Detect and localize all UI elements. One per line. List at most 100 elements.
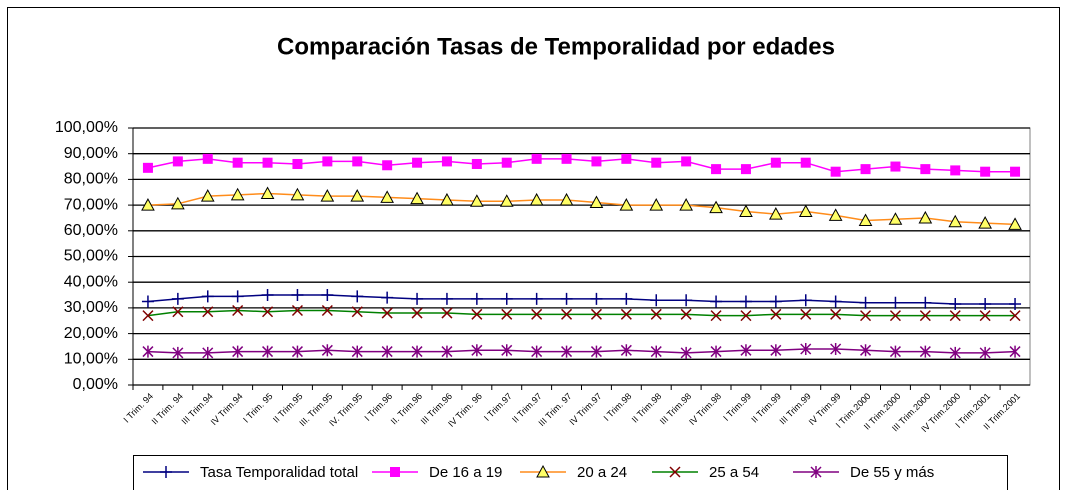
marker: [858, 213, 873, 227]
marker: [649, 198, 664, 211]
marker: [619, 198, 634, 211]
marker: [201, 290, 214, 303]
series-line: [147, 192, 1016, 226]
marker: [860, 164, 871, 175]
marker: [949, 310, 961, 322]
marker: [860, 344, 872, 357]
marker: [381, 307, 393, 319]
marker: [501, 157, 512, 168]
marker: [620, 292, 633, 305]
marker: [680, 294, 693, 307]
y-tick-label: 90,00%: [64, 145, 118, 162]
legend-marker: [669, 466, 681, 478]
marker: [231, 290, 244, 303]
marker: [979, 298, 992, 311]
y-tick-label: 30,00%: [64, 299, 118, 316]
marker: [561, 345, 573, 358]
series-line: [147, 309, 1016, 317]
marker: [949, 346, 961, 359]
marker: [471, 308, 483, 320]
marker: [948, 214, 963, 228]
marker: [501, 344, 513, 357]
marker: [1008, 217, 1022, 230]
marker: [142, 345, 154, 358]
y-tick-label: 0,00%: [73, 376, 118, 393]
marker: [440, 192, 454, 206]
marker: [829, 295, 842, 308]
marker: [529, 192, 544, 206]
marker: [710, 345, 722, 358]
marker: [410, 191, 424, 205]
marker: [830, 308, 842, 320]
marker: [351, 345, 363, 358]
marker: [830, 166, 841, 177]
marker: [470, 194, 484, 207]
marker: [501, 308, 513, 320]
marker: [919, 345, 931, 358]
marker: [680, 308, 692, 320]
marker: [232, 157, 243, 168]
legend-marker: [160, 466, 172, 478]
legend-label: De 16 a 19: [429, 464, 502, 481]
marker: [232, 304, 244, 317]
marker: [561, 308, 573, 320]
marker: [860, 310, 872, 322]
marker: [739, 204, 753, 218]
marker: [232, 345, 244, 358]
marker: [382, 160, 393, 171]
marker: [769, 207, 783, 220]
marker: [561, 153, 572, 164]
marker: [1009, 345, 1021, 358]
marker: [978, 216, 992, 229]
marker: [202, 346, 214, 359]
marker: [320, 189, 335, 202]
marker: [200, 189, 215, 202]
marker: [411, 345, 423, 358]
marker: [262, 345, 274, 358]
marker: [471, 344, 483, 357]
marker: [918, 210, 933, 224]
y-tick-label: 20,00%: [64, 325, 118, 342]
marker: [590, 292, 603, 305]
marker: [828, 208, 843, 221]
marker: [262, 157, 273, 168]
marker: [292, 158, 303, 169]
marker: [352, 156, 363, 167]
marker: [590, 345, 602, 358]
marker: [800, 343, 812, 356]
marker: [351, 290, 364, 303]
marker: [740, 164, 751, 175]
marker: [141, 295, 154, 308]
marker: [260, 186, 275, 200]
marker: [290, 187, 305, 201]
legend-marker: [810, 466, 822, 478]
marker: [680, 346, 692, 359]
marker: [681, 156, 692, 167]
marker: [321, 289, 334, 302]
marker: [1009, 310, 1021, 322]
series-line: [147, 348, 1016, 354]
marker: [291, 304, 303, 317]
y-tick-label: 60,00%: [64, 222, 118, 239]
marker: [142, 310, 154, 322]
marker: [172, 306, 184, 318]
marker: [919, 310, 931, 322]
marker: [1010, 166, 1021, 177]
y-tick-label: 70,00%: [64, 196, 118, 213]
marker: [859, 296, 872, 309]
marker: [202, 306, 214, 318]
marker: [800, 157, 811, 168]
marker: [890, 161, 901, 172]
marker: [440, 292, 453, 305]
marker: [740, 344, 752, 357]
marker: [590, 308, 602, 320]
marker: [411, 307, 423, 319]
legend-label: De 55 y más: [850, 464, 934, 481]
marker: [531, 153, 542, 164]
marker: [711, 164, 722, 175]
marker: [321, 344, 333, 357]
marker: [950, 165, 961, 176]
marker: [739, 295, 752, 308]
marker: [560, 292, 573, 305]
marker: [470, 292, 483, 305]
